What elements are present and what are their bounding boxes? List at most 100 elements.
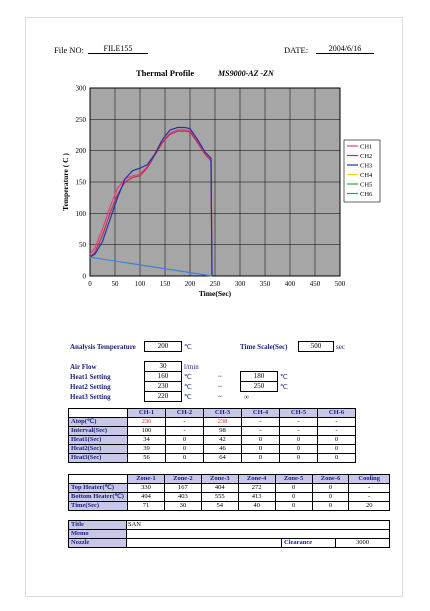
ch-table-cell: 0: [165, 444, 204, 454]
ch-table-cell: -: [279, 417, 318, 427]
ch-table-row: Heat1(Sec) 34 0 42 0 0 0: [68, 435, 356, 445]
thermal-profile-chart: 0 50 100 150 200 250 300 350 400 450 500 0 50 100 150 2…: [61, 85, 381, 298]
ch-table-cell: -: [241, 417, 280, 427]
ch-table-cell: 0: [241, 444, 280, 454]
ch-table-cell: 100: [127, 426, 166, 436]
zone-table-row-label: Bottom Heater(℃): [68, 492, 128, 502]
title-label: Title: [68, 520, 127, 530]
memo-label: Memo: [68, 529, 127, 539]
heat2-min-unit: ℃: [184, 383, 192, 391]
y-tick-label: 50: [79, 241, 87, 249]
time-scale-value: 500: [298, 341, 334, 352]
zone-table-cell: 40: [237, 501, 276, 511]
memo-value: [126, 529, 390, 539]
ch-table-cell: -: [165, 426, 204, 436]
ch-table-cell: 0: [279, 435, 318, 445]
heat1-min-unit: ℃: [184, 373, 192, 381]
zone-table-cell: 413: [237, 492, 276, 502]
channel-table: CH-1 CH-2 CH-3 CH-4 CH-5 CH-6 Atop(℃) 236-238- -…: [68, 408, 356, 463]
ch-table-cell: -: [241, 426, 280, 436]
ch-table-cell: 0: [317, 444, 356, 454]
ch-table-row: Heat2(Sec) 39 0 46 0 0 0: [68, 444, 356, 454]
info-table: Title SAN Memo Nozzle Clearance 3000: [68, 520, 390, 548]
zone-table-cell: 0: [274, 483, 313, 493]
legend-label-ch3: CH3: [360, 163, 372, 170]
ch-table-header-1: CH-1: [127, 408, 166, 418]
ch-table-cell: 238: [203, 417, 242, 427]
x-tick-label: 200: [185, 280, 196, 288]
zone-table-cell: 71: [127, 501, 165, 511]
heat2-tilde: ~: [218, 383, 222, 391]
zone-table-header-6: Zone-6: [311, 474, 350, 484]
zone-table-cell: 0: [311, 501, 350, 511]
heat1-label: Heat1 Setting: [70, 373, 111, 381]
zone-table-row-label: Time(Sec): [68, 501, 128, 511]
zone-table-row: Time(Sec) 71 30 54 40 0 0 20: [68, 501, 390, 511]
legend-box: [343, 139, 381, 203]
zone-table-header-0: [68, 474, 128, 484]
x-tick-label: 400: [285, 280, 296, 288]
zone-table-header-5: Zone-5: [274, 474, 313, 484]
zone-table-cell: 0: [311, 483, 350, 493]
x-tick-label: 300: [235, 280, 246, 288]
ch-table-cell: -: [317, 426, 356, 436]
ch-table-header-0: [68, 408, 128, 418]
x-axis-label: Time(Sec): [199, 289, 232, 298]
ch-table-cell: 46: [203, 444, 242, 454]
air-flow-label: Air Flow: [70, 363, 97, 371]
ch-table-cell: 42: [203, 435, 242, 445]
zone-table-cell: -: [348, 483, 390, 493]
x-tick-label: 50: [112, 280, 120, 288]
clearance-label: Clearance: [281, 538, 336, 548]
ch-table-row: Heat3(Sec) 56 0 64 0 0 0: [68, 453, 356, 463]
zone-table-cell: -: [348, 492, 390, 502]
series-line-ch3: [89, 126, 213, 277]
zone-table-cell: 0: [311, 492, 350, 502]
zone-table-cell: 30: [163, 501, 202, 511]
ch-table-cell: 0: [165, 435, 204, 445]
ch-table-cell: 39: [127, 444, 166, 454]
ch-table-cell: 0: [317, 453, 356, 463]
zone-table-cell: 403: [163, 492, 202, 502]
ch-table-row: Atop(℃) 236-238- - -: [68, 417, 356, 427]
y-axis-label: Temperature ( C ): [61, 153, 70, 211]
zone-table-row-label: Top Heater(℃): [68, 483, 128, 493]
nozzle-value: [126, 538, 282, 548]
x-tick-label: 100: [135, 280, 146, 288]
ch-table-cell: 34: [127, 435, 166, 445]
heat3-min: 220: [144, 391, 182, 402]
heat3-label: Heat3 Setting: [70, 393, 111, 401]
zone-table-cell: 0: [274, 492, 313, 502]
ch-table-row-label: Interval(Sec): [68, 426, 128, 436]
zone-table-header-4: Zone-4: [237, 474, 276, 484]
ch-table-row: Interval(Sec) 100-98- - -: [68, 426, 356, 436]
zone-table-cell: 54: [200, 501, 239, 511]
title-value: SAN: [126, 520, 390, 530]
heat3-max: ∞: [244, 393, 249, 401]
zone-table-row: Bottom Heater(℃) 494 403 555 413 0 0-: [68, 492, 390, 502]
zone-table-cell: 494: [127, 492, 165, 502]
y-tick-label: 300: [76, 85, 87, 93]
air-flow-unit: l/min: [184, 363, 199, 371]
time-scale-label: Time Scale(Sec): [240, 343, 288, 351]
legend-label-ch2: CH2: [360, 153, 372, 160]
zone-table-header-1: Zone-1: [127, 474, 165, 484]
report-sheet: File NO: FILE155 DATE: 2004/6/16 Thermal…: [26, 18, 402, 596]
analysis-temp-unit: ℃: [184, 343, 192, 351]
legend-label-ch5: CH5: [360, 182, 372, 189]
series-line-ch6: [89, 256, 213, 277]
ch-table-header-6: CH-6: [317, 408, 356, 418]
ch-table-row-label: Atop(℃): [68, 417, 128, 427]
analysis-temp-value: 200: [144, 341, 182, 352]
ch-table-header-2: CH-2: [165, 408, 204, 418]
x-tick-label: 0: [88, 280, 92, 288]
chart-title: Thermal Profile: [136, 68, 195, 78]
legend-label-ch4: CH4: [360, 172, 373, 179]
y-tick-label: 100: [76, 210, 87, 218]
x-tick-label: 500: [335, 280, 346, 288]
date-value: 2004/6/16: [316, 44, 374, 54]
heat2-max: 250: [240, 381, 278, 392]
zone-table-row: Top Heater(℃) 330 167 404 272 0 0-: [68, 483, 390, 493]
ch-table-cell: -: [279, 426, 318, 436]
x-tick-label: 250: [210, 280, 221, 288]
